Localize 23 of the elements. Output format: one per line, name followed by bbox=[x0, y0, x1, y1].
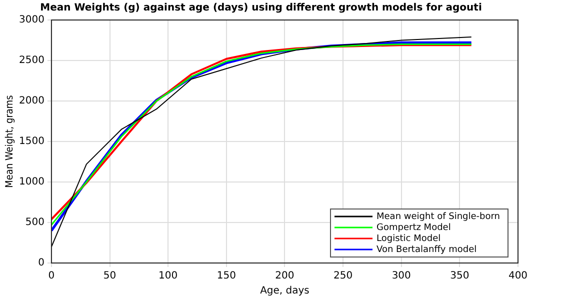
x-tick-label: 100 bbox=[158, 270, 178, 282]
x-tick-label: 150 bbox=[216, 270, 236, 282]
x-tick-label: 300 bbox=[392, 270, 411, 282]
y-tick-label: 1000 bbox=[18, 176, 44, 188]
legend-label: Mean weight of Single-born bbox=[376, 212, 500, 222]
x-axis-title: Age, days bbox=[260, 286, 310, 297]
y-tick-label: 2500 bbox=[18, 55, 44, 66]
x-tick-label: 0 bbox=[48, 270, 55, 282]
y-tick-label: 0 bbox=[38, 258, 44, 269]
x-tick-label: 50 bbox=[103, 270, 116, 282]
y-tick-label: 500 bbox=[25, 217, 44, 228]
y-tick-label: 3000 bbox=[18, 14, 44, 26]
y-tick-label: 2000 bbox=[18, 96, 44, 107]
legend-label: Logistic Model bbox=[376, 234, 441, 244]
x-tick-label: 400 bbox=[508, 270, 528, 282]
x-tick-label: 250 bbox=[333, 270, 353, 282]
x-tick-label: 350 bbox=[450, 270, 470, 282]
chart-title: Mean Weights (g) against age (days) using different growth models for agouti bbox=[40, 2, 482, 14]
y-tick-label: 1500 bbox=[18, 136, 44, 148]
legend-label: Gompertz Model bbox=[376, 222, 451, 233]
legend-label: Von Bertalanffy model bbox=[376, 244, 477, 255]
x-tick-label: 200 bbox=[275, 270, 294, 282]
y-axis-title: Mean Weight, grams bbox=[4, 94, 16, 188]
